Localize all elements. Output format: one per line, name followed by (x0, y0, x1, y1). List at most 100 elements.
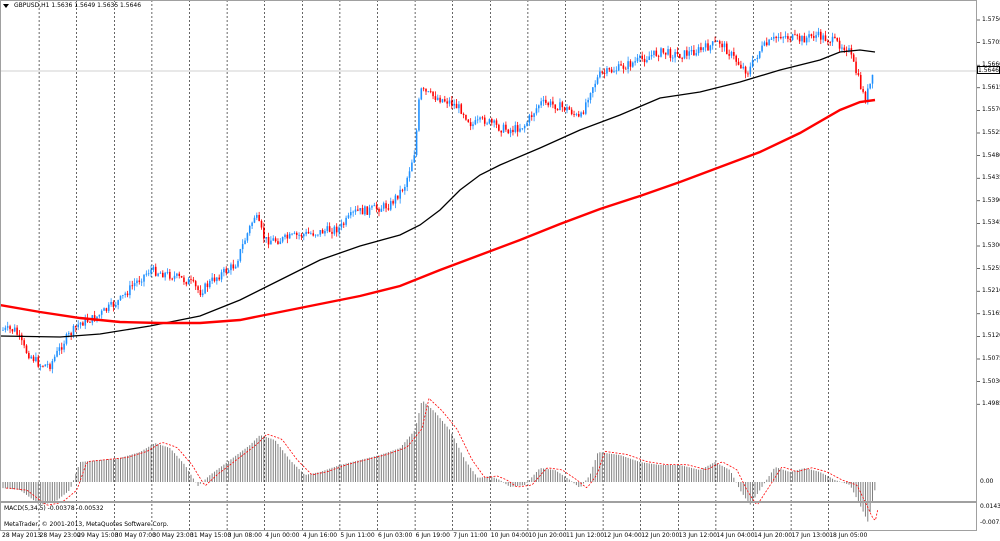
candle-body (213, 277, 216, 282)
candle-body (350, 212, 352, 216)
price-tick-label: 1.5075 (982, 355, 1000, 362)
candle-body (404, 187, 406, 191)
candle-body (545, 99, 547, 103)
candle-body (303, 234, 305, 237)
candle-body (509, 129, 512, 134)
time-tick-label: 28 May 2013 (2, 532, 42, 539)
time-tick-label: 4 Jun 00:00 (265, 532, 300, 539)
candle-body (679, 53, 681, 59)
candle-body (143, 274, 145, 282)
time-tick-label: 29 May 15:00 (77, 532, 119, 539)
candle-body (709, 45, 712, 51)
candle-body (352, 211, 354, 213)
candle-body (810, 34, 813, 37)
price-tick-label: 1.5120 (982, 332, 1000, 340)
candle-body (230, 264, 232, 271)
candle-body (152, 266, 155, 270)
candle-body (199, 289, 202, 296)
candle-body (277, 241, 279, 245)
candle-body (420, 88, 423, 100)
candle-body (686, 50, 688, 56)
candle-body (331, 231, 333, 234)
candle-body (35, 357, 37, 362)
candle-body (714, 41, 716, 43)
candle-body (483, 117, 486, 124)
candle-body (293, 232, 296, 234)
candle-body (49, 364, 51, 370)
candle-body (446, 101, 448, 104)
candle-body (857, 73, 860, 75)
candle-body (608, 68, 611, 70)
candle-body (126, 293, 129, 296)
candle-body (707, 43, 709, 51)
candle-body (688, 51, 690, 56)
candle-body (190, 279, 192, 280)
time-tick-label: 17 Jun 13:00 (791, 532, 830, 539)
candle-body (284, 234, 286, 238)
candle-body (9, 326, 11, 330)
candle-body (838, 40, 841, 49)
candle-body (345, 217, 347, 225)
candle-body (246, 233, 249, 241)
candle-body (507, 129, 510, 134)
candle-body (248, 226, 251, 234)
candle-body (211, 277, 213, 281)
candle-body (721, 43, 723, 48)
candle-body (58, 347, 61, 351)
candle-body (399, 189, 401, 199)
candle-body (805, 37, 808, 43)
time-tick-label: 28 May 23:00 (39, 532, 81, 539)
candle-body (761, 45, 763, 52)
candle-body (305, 231, 307, 235)
candle-body (643, 58, 646, 63)
candle-body (147, 273, 150, 275)
candle-body (286, 234, 289, 239)
candle-body (333, 226, 336, 234)
candle-body (324, 230, 326, 234)
candle-body (115, 304, 117, 307)
time-tick-label: 5 Jun 11:00 (340, 532, 375, 539)
price-tick-label: 1.5255 (982, 264, 1000, 272)
candle-body (650, 54, 653, 57)
candle-body (110, 301, 112, 305)
candle-body (488, 118, 491, 124)
price-tick-label: 1.4985 (982, 400, 1000, 408)
candle-body (871, 74, 874, 84)
candle-body (669, 49, 672, 58)
time-tick-label: 3 Jun 08:00 (227, 532, 262, 539)
candle-body (274, 238, 277, 242)
candle-body (232, 264, 235, 269)
candle-body (718, 41, 721, 44)
candle-body (84, 318, 87, 326)
candle-body (639, 55, 641, 58)
price-tick-label: 1.5615 (982, 83, 1000, 91)
candle-body (131, 285, 134, 287)
candle-body (472, 124, 474, 127)
candle-body (187, 279, 190, 285)
candle-body (427, 91, 430, 93)
candle-body (676, 52, 679, 54)
chart-menu-arrow-icon[interactable] (3, 4, 9, 8)
candle-body (740, 64, 742, 69)
candle-body (547, 102, 549, 106)
candle-body (822, 35, 824, 40)
candle-body (481, 117, 484, 119)
candle-body (394, 195, 397, 204)
candle-body (751, 60, 754, 67)
candle-body (371, 206, 373, 208)
candle-body (300, 234, 303, 237)
candle-body (535, 108, 538, 114)
candle-body (458, 104, 460, 109)
candle-body (307, 231, 310, 234)
candle-body (495, 120, 498, 125)
candle-body (773, 36, 775, 39)
candle-body (632, 62, 634, 67)
price-tick-label: 1.5660 (982, 61, 1000, 69)
candle-body (429, 91, 432, 93)
candle-body (657, 55, 660, 57)
candle-body (667, 49, 669, 55)
candle-body (51, 361, 54, 370)
candle-body (735, 55, 737, 62)
